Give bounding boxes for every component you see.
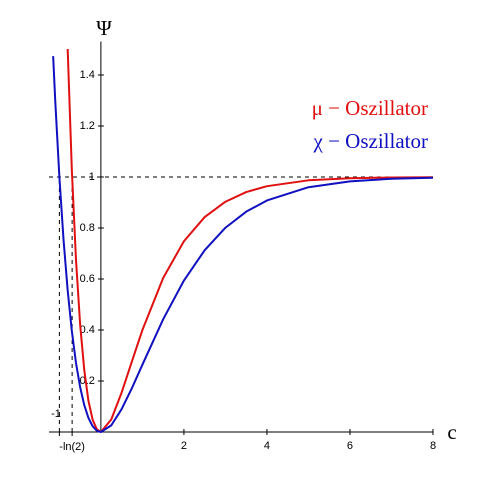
y-tick-label: 1.2	[80, 120, 95, 132]
curve	[66, 48, 434, 433]
plot-area	[52, 48, 434, 433]
marker-label: -ln(2)	[59, 441, 85, 453]
y-tick-label: 0.6	[80, 273, 95, 285]
x-axis-label: c	[447, 420, 456, 444]
legend-entry: χ − Oszillator	[313, 129, 428, 153]
y-tick-label: 0.2	[80, 375, 95, 387]
y-tick-label: 0.4	[80, 324, 95, 336]
y-tick-label: 1.4	[80, 69, 95, 81]
x-tick-label: 2	[181, 440, 187, 452]
x-tick-label: 6	[347, 440, 353, 452]
legend-entry: μ − Oszillator	[312, 96, 428, 120]
x-tick-label: 4	[264, 440, 270, 452]
y-axis-label: Ψ	[96, 16, 112, 40]
x-tick-label: 8	[430, 440, 436, 452]
curve	[52, 56, 434, 433]
y-tick-label: 1	[89, 171, 95, 183]
y-tick-label: 0.8	[80, 222, 95, 234]
marker-label: -1	[51, 408, 61, 420]
